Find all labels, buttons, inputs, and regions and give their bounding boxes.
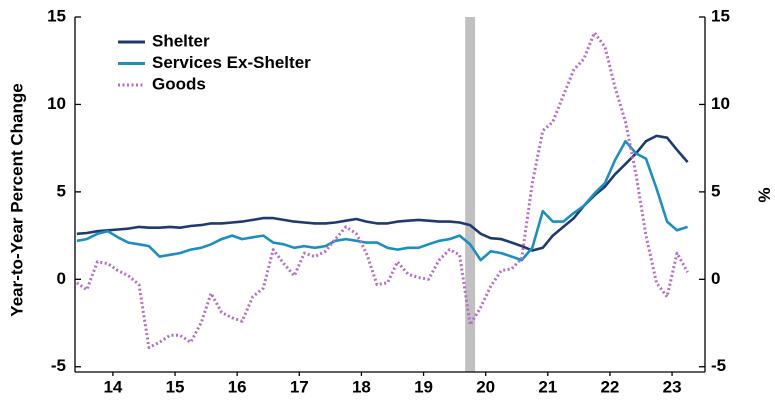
- x-tick-label: 19: [414, 377, 433, 396]
- x-tick-label: 21: [538, 377, 557, 396]
- x-tick-label: 20: [476, 377, 495, 396]
- y2-tick-label: 15: [711, 6, 730, 25]
- y2-tick-label: 0: [711, 269, 720, 288]
- legend-label: Shelter: [152, 31, 210, 50]
- x-tick-label: 14: [103, 377, 122, 396]
- x-tick-label: 15: [166, 377, 185, 396]
- y2-tick-label: -5: [711, 356, 726, 375]
- y-axis-label: Year-to-Year Percent Change: [7, 83, 26, 316]
- y-tick-label: -5: [51, 356, 66, 375]
- x-tick-label: 18: [352, 377, 371, 396]
- legend-label: Goods: [152, 74, 206, 93]
- x-tick-label: 22: [600, 377, 619, 396]
- y2-axis-label: %: [755, 187, 774, 202]
- y-tick-label: 5: [57, 181, 66, 200]
- y-tick-label: 10: [47, 94, 66, 113]
- y-tick-label: 0: [57, 269, 66, 288]
- recession-band: [465, 17, 476, 372]
- y-tick-label: 15: [47, 6, 66, 25]
- x-tick-label: 16: [228, 377, 247, 396]
- x-tick-label: 17: [290, 377, 309, 396]
- x-tick-label: 23: [663, 377, 682, 396]
- y2-tick-label: 10: [711, 94, 730, 113]
- legend-label: Services Ex-Shelter: [152, 53, 311, 72]
- series-line: [76, 139, 688, 262]
- y2-tick-label: 5: [711, 181, 720, 200]
